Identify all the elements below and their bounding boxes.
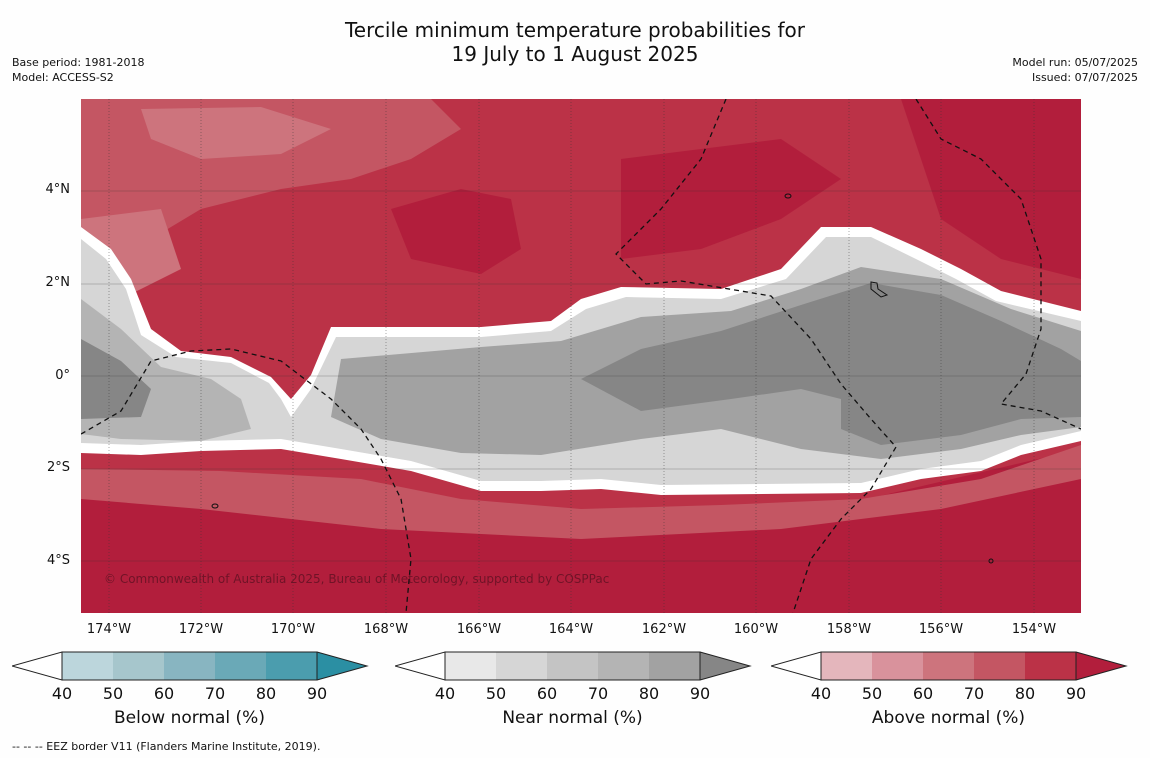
colorbar-swatch	[547, 652, 598, 680]
colorbar-extend-high	[1076, 652, 1126, 680]
colorbar-tick: 60	[153, 684, 175, 703]
colorbar-swatch	[974, 652, 1025, 680]
colorbar-near-normal	[395, 651, 752, 681]
x-tick: 164°W	[548, 622, 594, 637]
colorbar-tick: 50	[102, 684, 124, 703]
x-tick: 162°W	[641, 622, 687, 637]
near-normal-80-region	[581, 283, 1081, 445]
model-name: Model: ACCESS-S2	[12, 71, 114, 84]
y-tick: 0°	[55, 368, 70, 383]
colorbar-swatch	[923, 652, 974, 680]
x-tick: 166°W	[456, 622, 502, 637]
colorbar-swatch	[266, 652, 317, 680]
colorbar-swatch	[1025, 652, 1076, 680]
colorbar-tick: 70	[587, 684, 609, 703]
base-period: Base period: 1981-2018	[12, 56, 145, 69]
colorbar-tick: 80	[638, 684, 660, 703]
colorbar-label-below: Below normal (%)	[114, 708, 265, 728]
colorbar-tick: 80	[1014, 684, 1036, 703]
x-tick: 174°W	[86, 622, 132, 637]
colorbar-swatch	[215, 652, 266, 680]
colorbar-below-normal	[12, 651, 369, 681]
y-tick: 2°N	[45, 275, 71, 290]
x-tick: 158°W	[826, 622, 872, 637]
colorbar-extend-high	[317, 652, 367, 680]
colorbar-tick: 50	[861, 684, 883, 703]
colorbar-extend-low	[12, 651, 63, 681]
probability-map	[81, 99, 1081, 613]
colorbar-tick: 80	[255, 684, 277, 703]
x-tick: 156°W	[918, 622, 964, 637]
eez-borders	[81, 99, 1081, 613]
y-tick: 4°S	[46, 553, 70, 568]
x-tick: 168°W	[363, 622, 409, 637]
above-normal-70-south-edge	[81, 445, 1081, 539]
colorbar-tick: 40	[810, 684, 832, 703]
above-normal-80-north	[621, 139, 841, 259]
colorbar-label-near: Near normal (%)	[502, 708, 643, 728]
y-tick: 2°S	[46, 460, 70, 475]
colorbar-extend-low	[771, 651, 822, 681]
colorbar-tick: 60	[912, 684, 934, 703]
colorbar-swatch	[445, 652, 496, 680]
colorbar-swatch	[821, 652, 872, 680]
colorbar-swatch	[113, 652, 164, 680]
colorbar-tick: 40	[51, 684, 73, 703]
colorbar-label-above: Above normal (%)	[871, 708, 1026, 728]
colorbar-tick: 40	[434, 684, 456, 703]
meta-left: Base period: 1981-2018 Model: ACCESS-S2	[12, 55, 144, 85]
title-line-1: Tercile minimum temperature probabilitie…	[344, 18, 806, 42]
colorbar-tick: 90	[689, 684, 711, 703]
above-normal-80-pocket	[391, 189, 521, 274]
colorbar-swatch	[598, 652, 649, 680]
x-tick: 172°W	[178, 622, 224, 637]
x-tick: 154°W	[1011, 622, 1057, 637]
colorbar-extend-low	[395, 651, 446, 681]
colorbar-tick: 90	[306, 684, 328, 703]
above-normal-80-northeast	[901, 99, 1081, 279]
colorbar-swatch	[62, 652, 113, 680]
colorbar-tick: 50	[485, 684, 507, 703]
colorbar-tick: 70	[204, 684, 226, 703]
meta-right: Model run: 05/07/2025 Issued: 07/07/2025	[1012, 55, 1138, 85]
x-tick: 170°W	[270, 622, 316, 637]
y-tick: 4°N	[45, 182, 71, 197]
eez-footnote: -- -- -- EEZ border V11 (Flanders Marine…	[12, 740, 321, 753]
near-normal-80-west	[81, 339, 151, 419]
colorbar-swatch	[872, 652, 923, 680]
colorbar-swatch	[164, 652, 215, 680]
colorbar-swatch	[496, 652, 547, 680]
colorbar-tick: 60	[536, 684, 558, 703]
colorbar-tick: 70	[963, 684, 985, 703]
x-tick: 160°W	[733, 622, 779, 637]
colorbar-tick: 90	[1065, 684, 1087, 703]
map-title: Tercile minimum temperature probabilitie…	[0, 18, 1150, 66]
colorbar-above-normal	[771, 651, 1128, 681]
above-normal-60-region	[141, 107, 331, 159]
colorbar-swatch	[649, 652, 700, 680]
copyright-notice: © Commonwealth of Australia 2025, Bureau…	[104, 572, 610, 586]
colorbar-extend-high	[700, 652, 750, 680]
issued-date: Issued: 07/07/2025	[1031, 71, 1138, 84]
model-run: Model run: 05/07/2025	[1012, 56, 1138, 69]
island-outlines	[211, 193, 994, 564]
title-line-2: 19 July to 1 August 2025	[451, 42, 699, 66]
map-latitude-lines	[81, 190, 1081, 562]
